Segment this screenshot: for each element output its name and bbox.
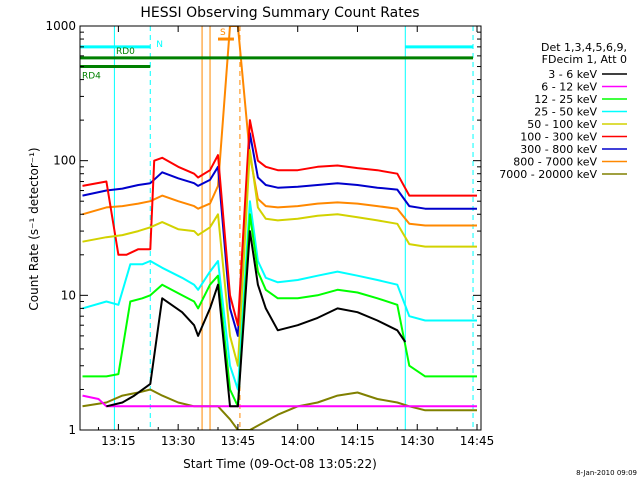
- x-axis-label: Start Time (09-Oct-08 13:05:22): [183, 457, 377, 471]
- legend-label-2: 12 - 25 keV: [534, 93, 597, 106]
- series-line-4: [82, 149, 477, 367]
- status-bar-label-2: RD0: [116, 47, 135, 57]
- legend-label-6: 300 - 800 keV: [520, 143, 597, 156]
- x-tick-label-2: 13:45: [221, 434, 256, 448]
- series-line-3: [82, 200, 477, 391]
- legend-header-1: FDecim 1, Att 0: [542, 53, 627, 66]
- x-tick-label-3: 14:00: [280, 434, 315, 448]
- series-line-1: [82, 394, 477, 408]
- chart-title: HESSI Observing Summary Count Rates: [140, 5, 419, 21]
- legend-label-0: 3 - 6 keV: [548, 68, 597, 81]
- series-line-2: [82, 213, 477, 408]
- y-tick-label-1: 10: [61, 288, 76, 302]
- x-tick-label-4: 14:15: [340, 434, 375, 448]
- x-tick-label-1: 13:30: [161, 434, 196, 448]
- legend-label-5: 100 - 300 keV: [520, 131, 597, 144]
- plot-frame: [79, 25, 482, 431]
- y-axis-label: Count Rate (s⁻¹ detector⁻¹): [27, 147, 41, 310]
- footer-timestamp: 8-Jan-2010 09:09: [576, 469, 637, 477]
- legend-label-1: 6 - 12 keV: [541, 81, 597, 94]
- plot-area: RD0 RD4 S N: [80, 26, 477, 430]
- series-line-8: [82, 388, 477, 430]
- legend-label-7: 800 - 7000 keV: [513, 156, 597, 169]
- x-tick-label-0: 13:15: [101, 434, 136, 448]
- status-bar-label-4: S: [220, 28, 226, 38]
- y-tick-label-0: 1: [68, 423, 76, 437]
- legend-header-0: Det 1,3,4,5,6,9,: [541, 41, 627, 54]
- status-bar-label-3: RD4: [82, 72, 101, 82]
- series-line-5: [82, 119, 477, 327]
- legend-label-8: 7000 - 20000 keV: [499, 168, 597, 181]
- legend: Det 1,3,4,5,6,9,FDecim 1, Att 0 3 - 6 keV…: [499, 41, 627, 181]
- legend-label-4: 50 - 100 keV: [527, 118, 597, 131]
- y-tick-label-3: 1000: [45, 19, 76, 33]
- plot-inner: [82, 26, 477, 430]
- series-line-6: [82, 132, 477, 337]
- series-line-0: [106, 230, 407, 408]
- x-tick-label-5: 14:30: [400, 434, 435, 448]
- annotation-label-0: N: [156, 40, 163, 50]
- legend-label-3: 25 - 50 keV: [534, 106, 597, 119]
- axes: 13:15 13:30 13:45 14:00 14:15 14:30 14:45 1 10 10…: [45, 19, 494, 448]
- y-tick-label-2: 100: [53, 154, 76, 168]
- x-tick-label-6: 14:45: [460, 434, 495, 448]
